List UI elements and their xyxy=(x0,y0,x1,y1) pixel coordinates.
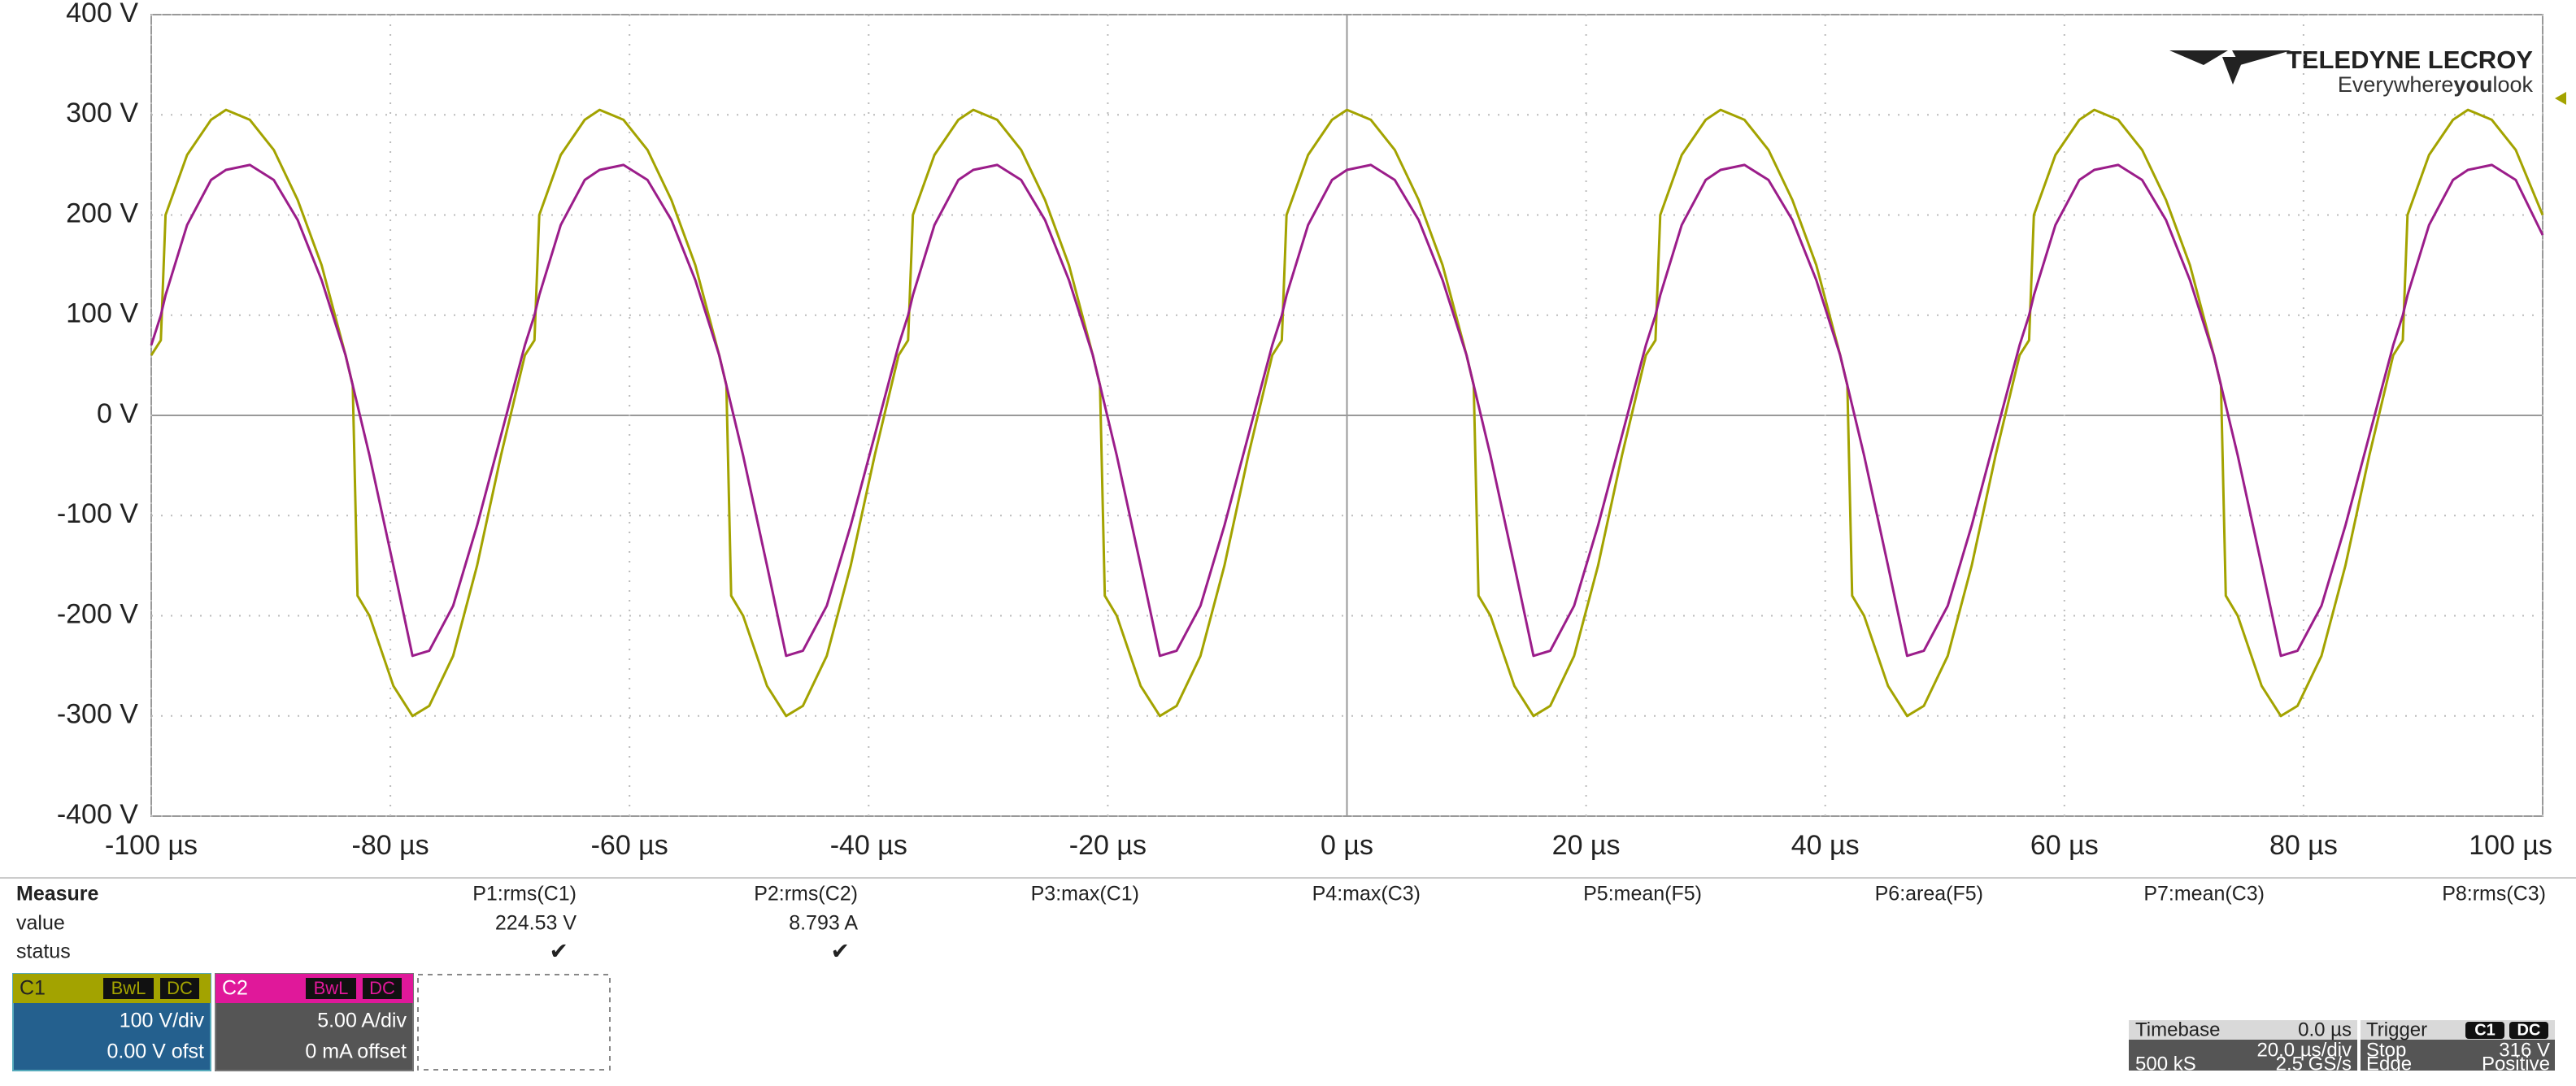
logo-tagline: Everywhereyoulook xyxy=(2338,72,2534,97)
trigger-tag: DC xyxy=(2517,1021,2541,1039)
x-tick-label: 80 µs xyxy=(2269,830,2338,861)
tagline-part: Everywhere xyxy=(2338,72,2454,97)
channel-name: C1 xyxy=(20,977,46,1000)
logo-mark xyxy=(2169,50,2228,65)
channel-tag-box xyxy=(159,976,201,1001)
channel-tag: BwL xyxy=(314,978,349,998)
channel-name: C2 xyxy=(222,977,248,1000)
measure-row-label: status xyxy=(16,940,71,963)
measure-param-name: P1:rms(C1) xyxy=(472,883,577,906)
measure-param-name: P2:rms(C2) xyxy=(754,883,858,906)
trigger-tag-box xyxy=(2509,1022,2548,1039)
x-tick-label: -80 µs xyxy=(352,830,429,861)
trigger-type: Edge xyxy=(2366,1053,2412,1075)
waveform xyxy=(150,108,2544,718)
y-tick-label: 0 V xyxy=(97,398,138,429)
y-tick-label: 100 V xyxy=(66,298,138,329)
x-tick-label: -100 µs xyxy=(105,830,198,861)
logo-mark xyxy=(2232,50,2291,65)
measure-status: ✔ xyxy=(831,938,850,963)
logo-mark xyxy=(2222,57,2244,85)
channel-tag-box xyxy=(361,976,403,1001)
measure-row-label: value xyxy=(16,912,65,935)
channel-tag-box xyxy=(102,976,155,1001)
x-tick-label: -60 µs xyxy=(591,830,668,861)
waveform xyxy=(150,163,2544,658)
x-tick-label: 20 µs xyxy=(1552,830,1621,861)
measure-title: Measure xyxy=(16,883,99,906)
timebase-title-bg xyxy=(2129,1020,2357,1040)
x-tick-label: 100 µs xyxy=(2469,830,2552,861)
x-tick-label: 40 µs xyxy=(1791,830,1860,861)
x-tick-label: 0 µs xyxy=(1321,830,1373,861)
y-tick-label: 200 V xyxy=(66,198,138,228)
measure-value: 224.53 V xyxy=(495,912,577,935)
channel-tag: DC xyxy=(369,978,395,998)
y-tick-label: 300 V xyxy=(66,98,138,128)
trigger-level: 316 V xyxy=(2499,1039,2550,1061)
timebase-delay: 0.0 µs xyxy=(2298,1019,2352,1040)
channel-offset: 0.00 V ofst xyxy=(107,1040,204,1063)
trigger-level-marker xyxy=(2555,92,2566,105)
trigger-tag-box xyxy=(2465,1022,2504,1039)
measure-param-name: P6:area(F5) xyxy=(1875,883,1983,906)
channel-scale: 100 V/div xyxy=(120,1010,205,1032)
trigger-mode: Stop xyxy=(2366,1039,2406,1061)
measure-param-name: P4:max(C3) xyxy=(1312,883,1421,906)
measure-status: ✔ xyxy=(550,938,568,963)
measure-value: 8.793 A xyxy=(789,912,858,935)
logo-brand: TELEDYNE LECROY xyxy=(2287,46,2533,74)
y-tick-label: -300 V xyxy=(57,699,138,730)
measure-param-name: P8:rms(C3) xyxy=(2442,883,2546,906)
measure-param-name: P5:mean(F5) xyxy=(1583,883,1702,906)
y-tick-label: 400 V xyxy=(66,0,138,28)
x-tick-label: -20 µs xyxy=(1069,830,1147,861)
channel-tag: DC xyxy=(167,978,193,998)
tagline-part: you xyxy=(2453,72,2492,97)
y-tick-label: -200 V xyxy=(57,598,138,629)
timebase-label: Timebase xyxy=(2135,1019,2220,1040)
channel-tag-box xyxy=(304,976,358,1001)
channel-tag: BwL xyxy=(111,978,146,998)
timebase-rate: 2.5 GS/s xyxy=(2276,1053,2352,1075)
channel-offset: 0 mA offset xyxy=(305,1040,407,1063)
measure-param-name: P7:mean(C3) xyxy=(2143,883,2265,906)
y-tick-label: -100 V xyxy=(57,498,138,529)
tagline-part: look xyxy=(2492,72,2533,97)
trigger-tag: C1 xyxy=(2474,1021,2496,1039)
x-tick-label: -40 µs xyxy=(830,830,907,861)
y-tick-label: -400 V xyxy=(57,799,138,830)
measure-param-name: P3:max(C1) xyxy=(1031,883,1139,906)
trigger-slope: Positive xyxy=(2482,1053,2550,1075)
trigger-label: Trigger xyxy=(2366,1019,2427,1040)
empty-channel-slot xyxy=(417,974,611,1071)
x-tick-label: 60 µs xyxy=(2030,830,2099,861)
timebase-samples: 500 kS xyxy=(2135,1053,2196,1075)
logo: TELEDYNE LECROY Everywhereyoulook xyxy=(2169,46,2533,97)
channel-scale: 5.00 A/div xyxy=(317,1010,407,1032)
timebase-scale: 20.0 µs/div xyxy=(2256,1039,2352,1061)
